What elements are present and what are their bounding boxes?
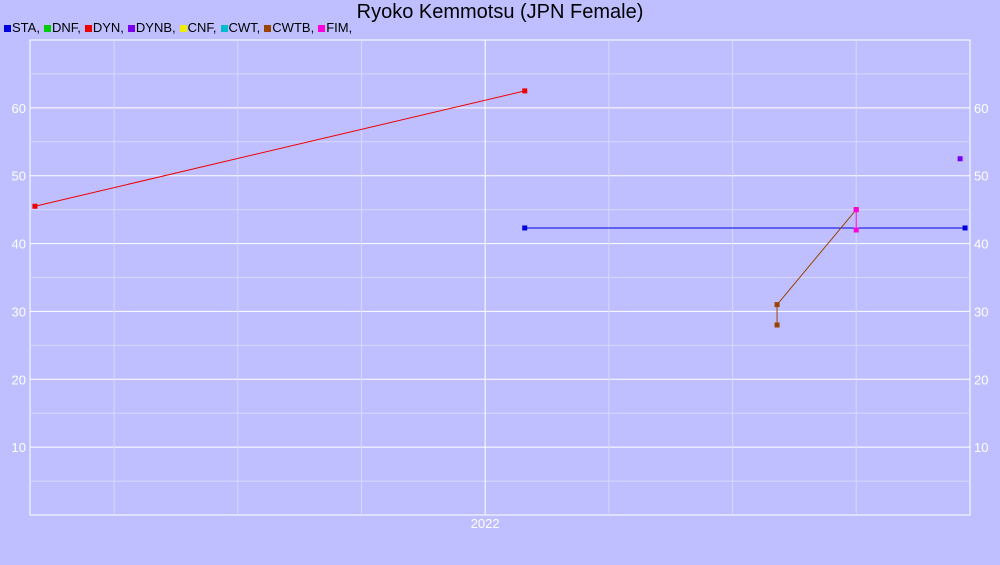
y-tick-label-left: 40 (12, 237, 26, 252)
legend-swatch (4, 25, 11, 32)
legend-label: FIM, (326, 20, 353, 35)
data-point-dyn (32, 203, 38, 209)
legend-label: CNF, (187, 20, 217, 35)
x-tick-label: 2022 (471, 516, 500, 531)
y-tick-label-right: 60 (974, 101, 988, 116)
legend: STA, DNF, DYN, DYNB, CNF, CWT, CWTB, FIM, (4, 20, 356, 36)
series-line-cwtb (776, 209, 857, 325)
legend-swatch (179, 25, 187, 32)
legend-swatch (84, 25, 92, 32)
legend-label: DYNB, (135, 20, 176, 35)
legend-label: DYN, (92, 20, 124, 35)
legend-label: STA, (12, 20, 40, 35)
y-tick-label-right: 10 (974, 440, 988, 455)
legend-item-fim: FIM, (318, 20, 352, 35)
legend-item-dyn: DYN, (84, 20, 124, 35)
legend-swatch (318, 25, 326, 32)
legend-item-dynb: DYNB, (127, 20, 176, 35)
y-tick-label-right: 20 (974, 372, 988, 387)
y-tick-label-left: 10 (12, 440, 26, 455)
y-tick-label-left: 50 (12, 169, 26, 184)
legend-swatch (264, 25, 272, 32)
y-tick-label-left: 20 (12, 372, 26, 387)
data-point-sta (962, 225, 968, 231)
chart-title: Ryoko Kemmotsu (JPN Female) (356, 1, 644, 23)
data-point-fim (853, 227, 859, 233)
legend-label: CWT, (228, 20, 261, 35)
data-point-dynb (957, 156, 963, 162)
data-point-cwtb (774, 322, 780, 328)
legend-label: CWTB, (272, 20, 315, 35)
series-line-dyn (34, 90, 525, 207)
legend-item-dnf: DNF, (43, 20, 81, 35)
y-tick-label-left: 60 (12, 101, 26, 116)
legend-label: DNF, (51, 20, 81, 35)
data-point-dyn (522, 88, 528, 94)
y-tick-label-left: 30 (12, 304, 26, 319)
legend-item-sta: STA, (4, 20, 40, 35)
legend-swatch (127, 25, 135, 32)
legend-item-cwtb: CWTB, (264, 20, 314, 35)
data-point-cwtb (774, 302, 780, 308)
data-point-fim (853, 207, 859, 213)
data-point-sta (522, 225, 528, 231)
legend-swatch (43, 25, 51, 32)
y-tick-label-right: 40 (974, 237, 988, 252)
legend-item-cwt: CWT, (220, 20, 261, 35)
legend-swatch (220, 25, 228, 32)
y-tick-label-right: 30 (974, 304, 988, 319)
y-tick-label-right: 50 (974, 169, 988, 184)
legend-item-cnf: CNF, (179, 20, 217, 35)
